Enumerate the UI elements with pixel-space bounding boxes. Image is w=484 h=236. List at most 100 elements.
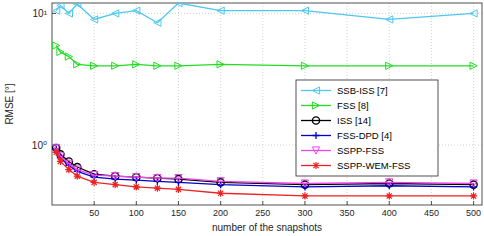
point <box>53 149 60 156</box>
point <box>112 62 119 69</box>
point <box>386 179 393 186</box>
point <box>154 62 161 69</box>
point <box>470 62 477 69</box>
point <box>154 19 161 26</box>
point <box>53 7 60 14</box>
x-tick <box>220 201 221 205</box>
x-tick-label: 400 <box>382 208 397 218</box>
legend-line <box>301 90 331 91</box>
point <box>133 174 140 181</box>
x-grid-line <box>136 3 137 205</box>
x-tick-label: 200 <box>213 208 228 218</box>
legend-marker <box>312 147 319 154</box>
series <box>53 42 478 69</box>
point <box>91 179 98 186</box>
point <box>470 10 477 17</box>
x-tick-label: 250 <box>255 208 270 218</box>
point <box>91 62 98 69</box>
legend-entry: SSPP-FSS <box>301 145 384 156</box>
point <box>57 158 64 165</box>
y-tick <box>52 13 56 14</box>
legend-marker <box>312 117 319 124</box>
point <box>175 62 182 69</box>
y-tick-label: 10⁰ <box>32 140 47 151</box>
legend-entry: FSS-DPD [4] <box>301 130 392 141</box>
point <box>74 166 81 173</box>
point <box>112 10 119 17</box>
point <box>154 175 161 182</box>
point <box>91 172 98 179</box>
legend-entry: SSPP-WEM-FSS <box>301 160 410 171</box>
point <box>470 180 477 187</box>
x-tick <box>304 201 305 205</box>
legend-label: SSPP-WEM-FSS <box>337 160 410 171</box>
x-tick-label: 450 <box>424 208 439 218</box>
series-group <box>53 3 478 200</box>
legend-line <box>301 150 331 151</box>
point <box>217 7 224 14</box>
legend-marker <box>312 162 319 169</box>
x-tick-label: 50 <box>89 208 99 218</box>
point <box>175 186 182 193</box>
point <box>133 61 140 68</box>
x-tick <box>178 201 179 205</box>
point <box>65 10 72 17</box>
legend-marker <box>312 102 319 109</box>
plot-frame <box>52 3 482 205</box>
x-tick-label: 150 <box>171 208 186 218</box>
x-grid-line <box>262 3 263 205</box>
series-line <box>56 3 473 23</box>
point <box>386 192 393 199</box>
point <box>217 61 224 68</box>
y-axis-label: RMSE [°] <box>4 83 15 124</box>
point <box>301 7 308 14</box>
point <box>470 192 477 199</box>
x-tick <box>262 201 263 205</box>
legend-line <box>301 105 331 106</box>
point <box>386 16 393 23</box>
x-tick <box>431 201 432 205</box>
point <box>112 173 119 180</box>
plot-background <box>52 3 482 205</box>
legend-line <box>301 120 331 121</box>
legend-entry: SSB-ISS [7] <box>301 85 388 96</box>
point <box>65 166 72 173</box>
x-grid-line <box>473 3 474 205</box>
x-axis-label: number of the snapshots <box>212 222 322 233</box>
point <box>74 173 81 180</box>
point <box>57 48 64 55</box>
legend-entry: ISS [14] <box>301 115 371 126</box>
x-tick-label: 100 <box>129 208 144 218</box>
x-tick <box>136 201 137 205</box>
legend-label: FSS-DPD [4] <box>337 130 392 141</box>
x-grid-line <box>220 3 221 205</box>
point <box>53 42 60 49</box>
point <box>217 190 224 197</box>
point <box>301 180 308 187</box>
x-tick <box>473 201 474 205</box>
series-line <box>56 46 473 66</box>
point <box>57 3 64 9</box>
series <box>53 3 478 26</box>
point <box>154 185 161 192</box>
x-tick-label: 500 <box>466 208 481 218</box>
point <box>74 61 81 68</box>
point <box>133 7 140 14</box>
legend-label: SSPP-FSS <box>337 145 384 156</box>
point <box>65 53 72 60</box>
point <box>91 16 98 23</box>
point <box>175 175 182 182</box>
x-tick-label: 350 <box>340 208 355 218</box>
point <box>301 192 308 199</box>
grid <box>52 3 482 205</box>
point <box>301 62 308 69</box>
x-tick <box>347 201 348 205</box>
y-tick-label: 10¹ <box>33 8 48 19</box>
legend-entry: FSS [8] <box>301 100 369 111</box>
legend-label: ISS [14] <box>337 115 371 126</box>
legend-marker <box>312 87 319 94</box>
point <box>133 183 140 190</box>
legend: SSB-ISS [7] FSS [8] ISS [14] FSS-DPD [4] SSP… <box>296 80 438 176</box>
point <box>112 181 119 188</box>
legend-marker <box>312 132 319 139</box>
